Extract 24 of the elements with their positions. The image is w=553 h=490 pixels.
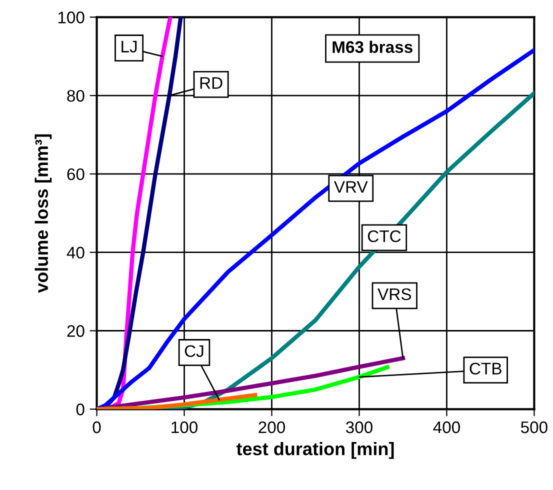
series-label: VRV [334, 181, 368, 193]
line-series [96, 392, 258, 410]
y-tick-label: 100 [58, 12, 84, 24]
text: CJ [184, 345, 204, 357]
y-tick-label: 40 [66, 246, 84, 259]
y-tick-label: 80 [67, 90, 84, 102]
annotation: M63 brass [332, 40, 412, 54]
x-tick-label: 200 [258, 421, 285, 434]
series-label: LJ [122, 40, 137, 52]
line-series [96, 356, 406, 410]
x-axis-title: test duration [min] [236, 442, 394, 459]
x-tick-label: 0 [92, 421, 101, 434]
text: VRS [378, 288, 412, 300]
text: CTB [470, 362, 502, 375]
x-tick-label: 500 [520, 421, 548, 434]
series-label: RD [200, 77, 222, 89]
y-tick-label: 60 [67, 168, 84, 180]
x-tick-label: 400 [433, 421, 460, 434]
y-tick-label: 20 [67, 325, 84, 337]
x-tick-label: 100 [172, 421, 198, 434]
y-tick-label: 0 [76, 404, 84, 416]
x-tick-label: 300 [346, 421, 372, 434]
y-axis-title: volume loss [mm³] [34, 134, 52, 293]
series-label: CTC [368, 230, 401, 242]
